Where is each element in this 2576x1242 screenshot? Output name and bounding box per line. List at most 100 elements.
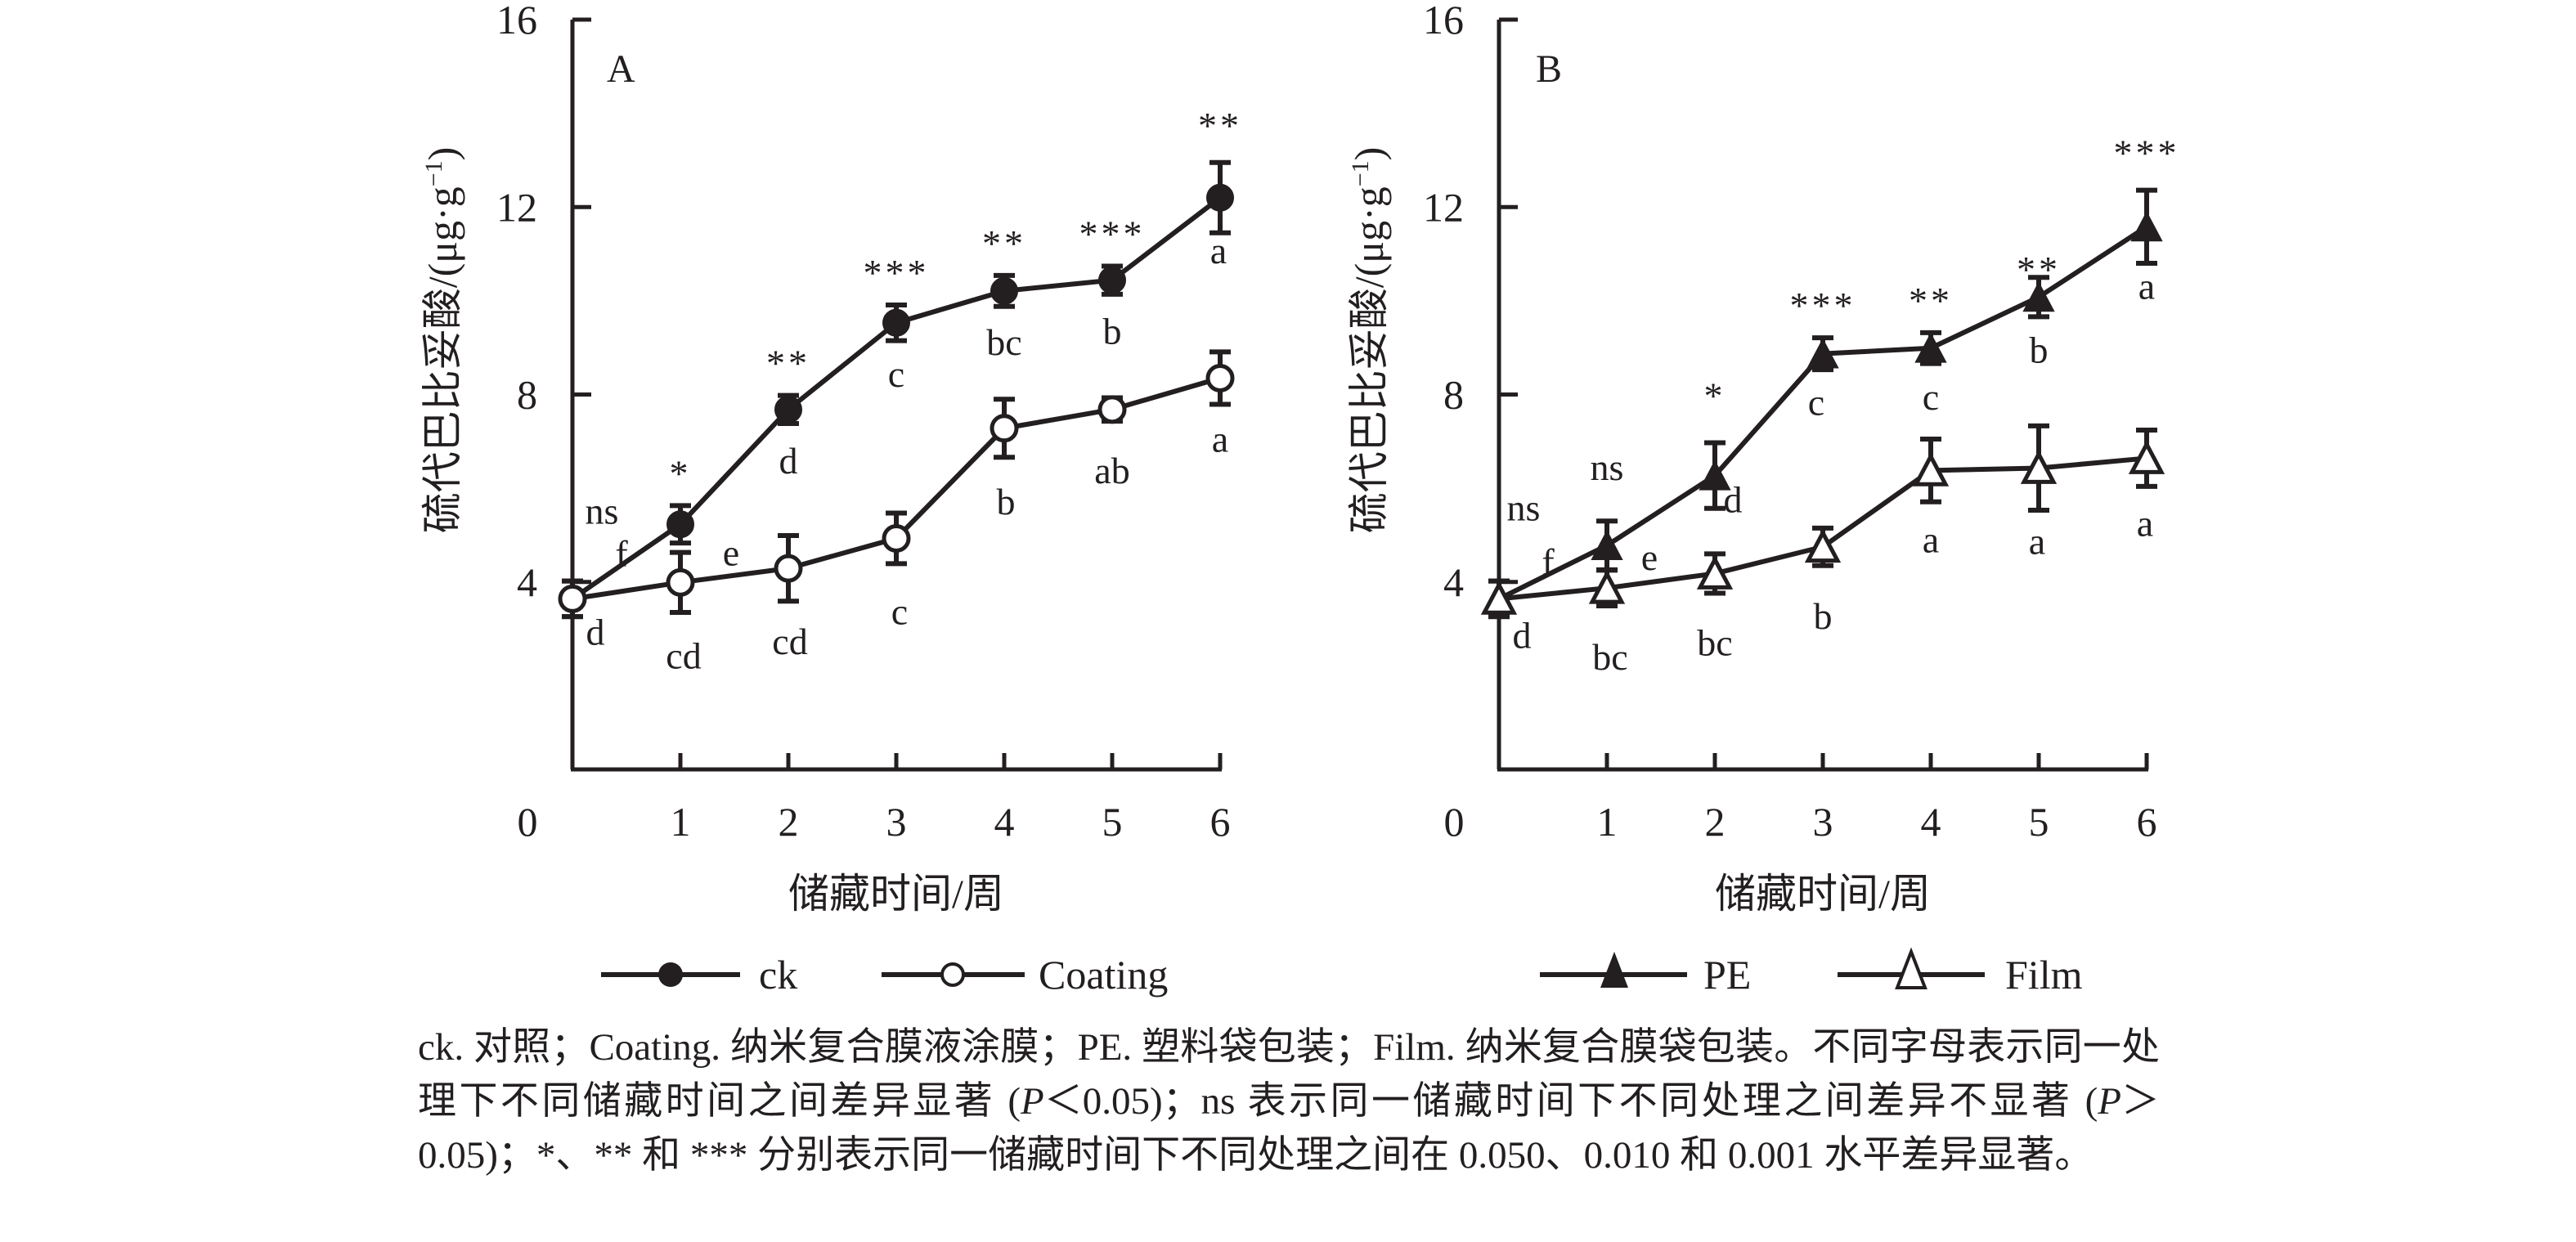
significance-letter: c — [891, 590, 908, 632]
data-point — [2020, 450, 2058, 484]
data-point — [1699, 460, 1731, 491]
significance-letter: c — [1808, 382, 1824, 424]
data-point — [1914, 332, 1947, 363]
data-point — [990, 414, 1019, 443]
data-point — [1097, 395, 1127, 424]
data-point — [1696, 555, 1734, 590]
significance-letter: b — [1103, 311, 1122, 352]
y-axis-title-close: ) — [420, 147, 465, 161]
legend-marker-filled-circle — [658, 962, 683, 987]
data-point — [2130, 211, 2163, 242]
data-point — [1912, 451, 1950, 486]
significance-letter: a — [1212, 418, 1228, 460]
significance-letter: c — [1923, 376, 1939, 418]
data-point — [774, 395, 802, 424]
x-tick-label: 4 — [1921, 799, 1941, 845]
data-point — [774, 554, 803, 583]
significance-letter: a — [2029, 520, 2045, 562]
y-tick-label: 8 — [1443, 372, 1464, 418]
legend-marker-open-circle — [940, 962, 965, 987]
legend-item-coating: Coating — [882, 952, 1168, 998]
legend: ck Coating PE Film — [601, 947, 2083, 998]
data-point — [882, 308, 910, 337]
x-tick-label: 0 — [1444, 799, 1465, 845]
data-point — [1206, 183, 1234, 212]
y-axis-title-main: 硫代巴比妥酸/(μg·g — [1346, 186, 1392, 533]
significance-marker: *** — [1079, 213, 1146, 254]
y-axis-title-main: 硫代巴比妥酸/(μg·g — [420, 186, 465, 533]
significance-letter: b — [2030, 329, 2049, 370]
significance-marker: ** — [1198, 105, 1242, 146]
series-film: d bc bc b a a a — [1480, 423, 2165, 678]
significance-letter: cd — [666, 634, 701, 676]
y-axis-title: 硫代巴比妥酸/(μg·g−1) — [420, 147, 465, 534]
data-point — [1591, 529, 1623, 560]
caption-p-symbol-1: P — [1021, 1080, 1044, 1123]
significance-marker: *** — [864, 252, 930, 294]
significance-letter: a — [2138, 265, 2155, 307]
y-tick-label: 12 — [1423, 184, 1464, 230]
significance-marker: ** — [766, 343, 810, 384]
panel-label: A — [607, 47, 635, 91]
significance-marker: ** — [1909, 280, 1953, 321]
figure-caption: ck. 对照；Coating. 纳米复合膜液涂膜；PE. 塑料袋包装；Film.… — [418, 1020, 2160, 1182]
data-point — [882, 523, 911, 553]
caption-p-symbol-2: P — [2098, 1080, 2121, 1123]
x-tick-label: 2 — [779, 799, 799, 845]
significance-letter: d — [1513, 614, 1532, 656]
legend-marker-open-triangle — [1895, 947, 1928, 989]
significance-letter: a — [2137, 502, 2153, 544]
x-axis-title: 储藏时间/周 — [1715, 871, 1931, 917]
y-tick-label: 4 — [1443, 559, 1464, 605]
x-tick-label: 1 — [1597, 799, 1618, 845]
significance-letter: d — [1724, 479, 1743, 521]
significance-letter: cd — [772, 621, 807, 662]
series-coating: d cd cd c b ab a — [558, 349, 1235, 676]
significance-letter: d — [779, 440, 798, 482]
significance-letter: bc — [1592, 636, 1627, 678]
significance-letter: ab — [1094, 450, 1129, 491]
significance-marker: * — [1704, 375, 1726, 417]
y-tick-label: 8 — [517, 372, 537, 418]
data-point — [558, 584, 587, 613]
y-tick-label: 4 — [517, 559, 537, 605]
legend-item-ck: ck — [601, 952, 797, 998]
data-point — [1480, 580, 1518, 615]
significance-letter: e — [723, 531, 739, 573]
significance-letter: c — [888, 353, 904, 395]
caption-part-2: ＜0.05)；ns 表示同一储藏时间下不同处理之间差异不显著 ( — [1043, 1080, 2098, 1123]
legend-label: Coating — [1039, 952, 1168, 998]
significance-letter: e — [1641, 536, 1658, 578]
data-point — [1098, 266, 1126, 294]
panel-label: B — [1536, 47, 1562, 91]
significance-letter: f — [615, 532, 628, 574]
legend-item-film: Film — [1838, 947, 2083, 998]
x-tick-label: 1 — [671, 799, 691, 845]
significance-letter: b — [997, 481, 1016, 522]
significance-marker: *** — [1790, 285, 1856, 326]
legend-label: Film — [2005, 952, 2083, 998]
x-tick-label: 5 — [2029, 799, 2049, 845]
significance-marker: ns — [1591, 446, 1624, 488]
x-tick-label: 6 — [1210, 799, 1231, 845]
x-tick-label: 5 — [1102, 799, 1123, 845]
significance-letter: bc — [1697, 621, 1732, 663]
y-axis-title-close: ) — [1346, 147, 1392, 161]
data-point — [2128, 440, 2165, 474]
data-point — [666, 567, 695, 597]
x-tick-label: 2 — [1705, 799, 1726, 845]
x-tick-label: 3 — [1813, 799, 1833, 845]
y-axis-title-superscript: −1 — [420, 160, 447, 186]
significance-letter: bc — [986, 321, 1021, 363]
significance-letter: b — [1814, 595, 1833, 637]
data-point — [1804, 528, 1842, 563]
significance-letter: a — [1210, 230, 1227, 271]
significance-marker: ns — [586, 490, 619, 531]
significance-letter: f — [1542, 540, 1555, 582]
y-axis-title-superscript: −1 — [1347, 160, 1374, 186]
data-point — [2022, 281, 2055, 312]
significance-marker: ** — [2017, 249, 2061, 290]
